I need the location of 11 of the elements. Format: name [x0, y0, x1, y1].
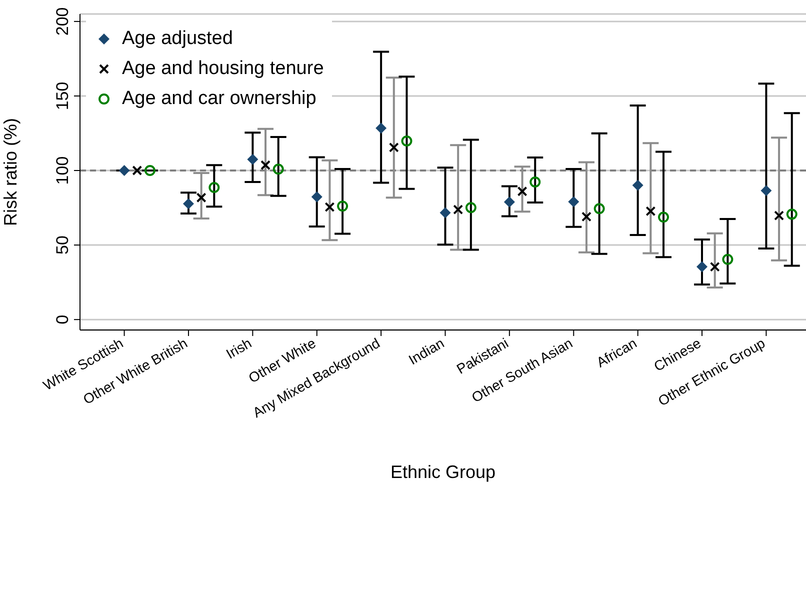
y-tick-label: 50: [53, 236, 72, 254]
y-tick-label: 200: [53, 7, 72, 36]
y-tick-label: 150: [53, 82, 72, 110]
y-axis-title: Risk ratio (%): [0, 118, 20, 226]
legend-label: Age and car ownership: [122, 88, 316, 110]
y-tick-label: 100: [53, 156, 72, 185]
x-tick-label: Irish: [223, 334, 254, 362]
x-axis-title: Ethnic Group: [390, 462, 496, 482]
y-tick-label: 0: [53, 314, 72, 324]
legend-label: Age and housing tenure: [122, 58, 324, 80]
legend-label: Age adjusted: [122, 28, 233, 50]
